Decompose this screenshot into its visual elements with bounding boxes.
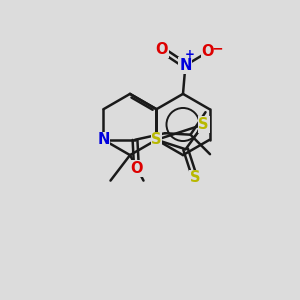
Text: O: O — [130, 161, 143, 176]
Text: S: S — [198, 117, 209, 132]
Text: −: − — [212, 41, 223, 55]
Text: N: N — [179, 58, 192, 73]
Text: O: O — [202, 44, 214, 59]
Text: S: S — [190, 170, 200, 185]
Text: +: + — [184, 48, 194, 62]
Text: O: O — [156, 42, 168, 57]
Text: S: S — [151, 132, 162, 147]
Text: N: N — [97, 132, 110, 147]
